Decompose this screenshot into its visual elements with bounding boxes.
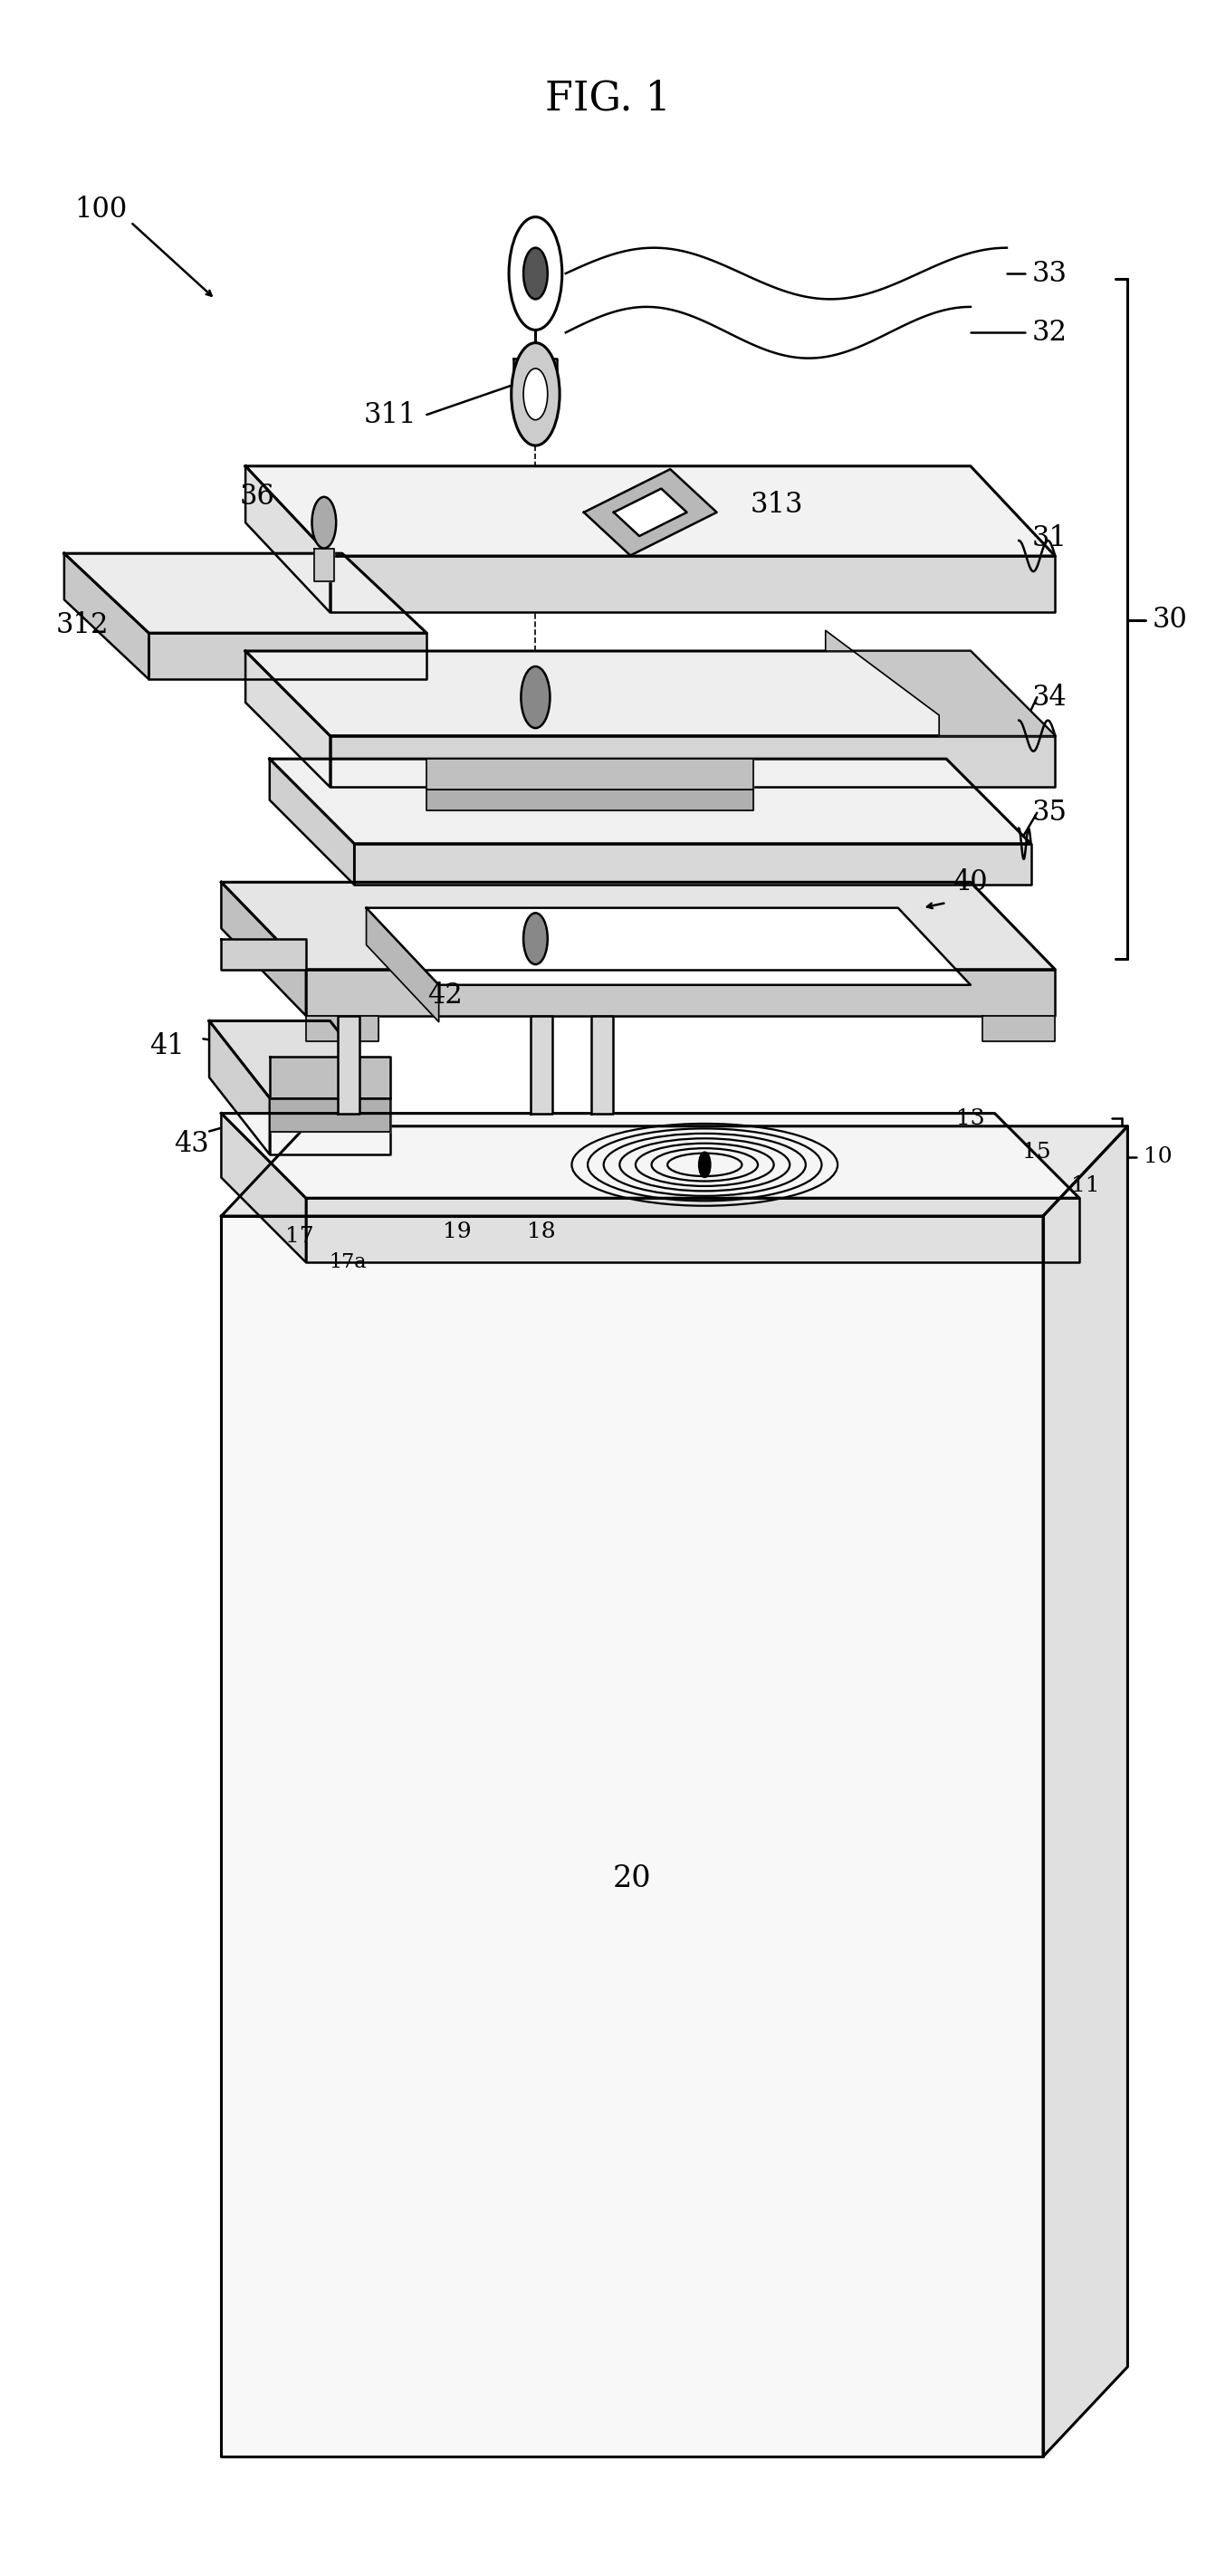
Text: 35: 35 — [1031, 799, 1066, 827]
Text: 40: 40 — [953, 868, 989, 896]
Polygon shape — [306, 1015, 378, 1041]
Text: 36: 36 — [240, 482, 275, 510]
Text: 20: 20 — [613, 1865, 652, 1893]
Text: 17a: 17a — [330, 1252, 367, 1273]
Polygon shape — [209, 1020, 270, 1154]
Circle shape — [699, 1151, 710, 1177]
Polygon shape — [366, 907, 439, 1023]
Polygon shape — [246, 466, 330, 613]
Polygon shape — [366, 907, 970, 984]
Polygon shape — [221, 1126, 1127, 1216]
Polygon shape — [315, 549, 333, 582]
Circle shape — [523, 912, 547, 963]
Polygon shape — [983, 1015, 1055, 1041]
Polygon shape — [209, 1020, 390, 1097]
Text: 11: 11 — [1071, 1175, 1099, 1195]
Text: 18: 18 — [528, 1221, 556, 1242]
Polygon shape — [614, 489, 687, 536]
Polygon shape — [826, 631, 1055, 737]
Text: 13: 13 — [956, 1108, 985, 1128]
Polygon shape — [246, 652, 330, 788]
Text: 41: 41 — [150, 1033, 185, 1061]
Circle shape — [523, 247, 547, 299]
Text: 42: 42 — [427, 981, 462, 1010]
Text: 100: 100 — [74, 196, 126, 224]
Polygon shape — [270, 760, 354, 884]
Circle shape — [511, 343, 559, 446]
Polygon shape — [64, 554, 427, 634]
Text: FIG. 1: FIG. 1 — [545, 80, 671, 118]
Polygon shape — [354, 845, 1031, 884]
Polygon shape — [591, 1015, 613, 1113]
Text: 34: 34 — [1031, 683, 1066, 711]
Polygon shape — [337, 1015, 359, 1113]
Text: 32: 32 — [1031, 319, 1066, 348]
Text: 311: 311 — [364, 402, 417, 428]
Polygon shape — [246, 652, 1055, 737]
Text: 15: 15 — [1023, 1141, 1052, 1162]
Polygon shape — [513, 358, 557, 397]
Circle shape — [520, 667, 550, 729]
Polygon shape — [270, 1056, 390, 1097]
Polygon shape — [221, 1113, 306, 1262]
Polygon shape — [221, 881, 306, 1015]
Polygon shape — [427, 791, 753, 811]
Polygon shape — [246, 466, 1055, 556]
Polygon shape — [330, 737, 1055, 788]
Polygon shape — [221, 1216, 1043, 2458]
Text: 43: 43 — [174, 1131, 209, 1159]
Polygon shape — [330, 556, 1055, 613]
Polygon shape — [306, 1198, 1080, 1262]
Text: 33: 33 — [1031, 260, 1066, 289]
Polygon shape — [1043, 1126, 1127, 2458]
Text: 312: 312 — [56, 611, 108, 639]
Polygon shape — [64, 554, 148, 680]
Text: 10: 10 — [1143, 1146, 1172, 1167]
Text: 313: 313 — [750, 489, 804, 518]
Circle shape — [523, 368, 547, 420]
Polygon shape — [530, 1015, 552, 1113]
Text: 17: 17 — [286, 1226, 314, 1247]
Text: 30: 30 — [1153, 605, 1188, 634]
Polygon shape — [221, 938, 306, 969]
Text: 19: 19 — [443, 1221, 472, 1242]
Polygon shape — [148, 634, 427, 680]
Polygon shape — [427, 760, 753, 791]
Text: 31: 31 — [1031, 523, 1066, 551]
Polygon shape — [270, 1097, 390, 1154]
Polygon shape — [306, 969, 1055, 1015]
Polygon shape — [221, 1113, 1080, 1198]
Polygon shape — [584, 469, 716, 556]
Circle shape — [313, 497, 336, 549]
Polygon shape — [221, 881, 1055, 969]
Polygon shape — [270, 1097, 390, 1131]
Polygon shape — [270, 760, 1031, 845]
